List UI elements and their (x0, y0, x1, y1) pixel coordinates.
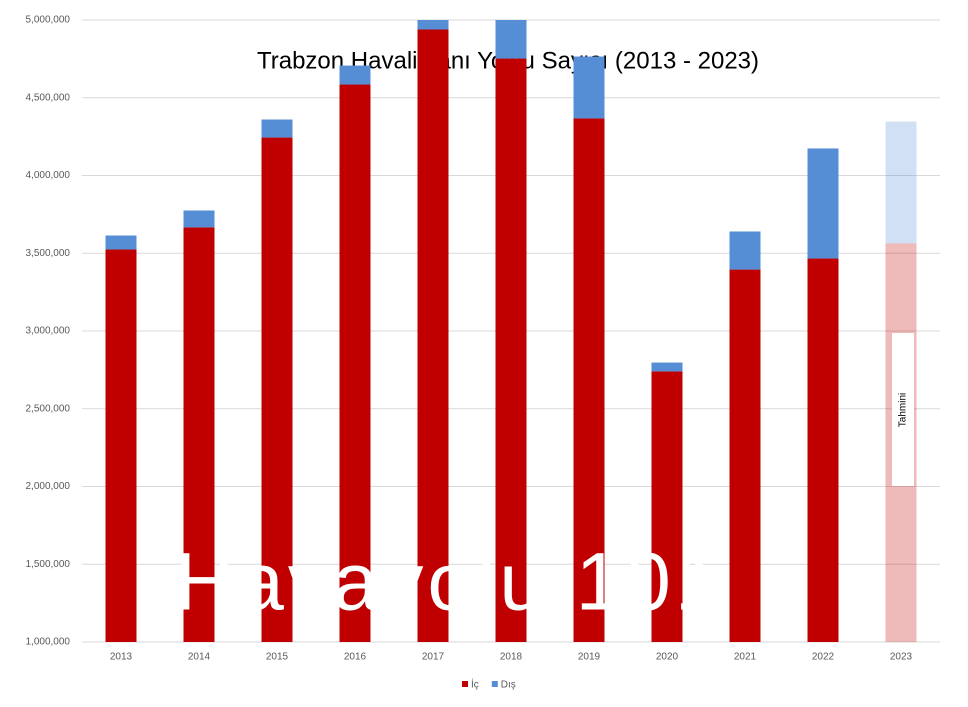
y-tick-label: 1,500,000 (26, 559, 71, 570)
x-tick-label: 2020 (656, 652, 679, 663)
x-tick-label: 2023 (890, 652, 913, 663)
bar-segment (261, 137, 293, 643)
bar-segment (105, 249, 137, 642)
bar-segment (807, 148, 839, 259)
y-tick-label: 5,000,000 (26, 15, 71, 26)
bar-segment (417, 20, 449, 30)
bar-segment (729, 269, 761, 642)
bar-segment (183, 227, 215, 642)
bar-segment (261, 119, 293, 138)
bar-segment (573, 118, 605, 642)
x-tick-label: 2018 (500, 652, 523, 663)
y-tick-label: 4,000,000 (26, 170, 71, 181)
x-tick-label: 2013 (110, 652, 133, 663)
y-tick-label: 2,500,000 (26, 403, 71, 414)
bar-segment (651, 371, 683, 642)
bar-segment (495, 20, 527, 59)
x-tick-label: 2016 (344, 652, 367, 663)
bar-segment (807, 258, 839, 642)
bar-segment (339, 65, 371, 85)
bar-segment (495, 58, 527, 642)
watermark: Havayolu 101 (175, 537, 724, 628)
y-tick-label: 2,000,000 (26, 481, 71, 492)
bar-segment (417, 29, 449, 643)
x-tick-label: 2017 (422, 652, 445, 663)
legend-swatch (491, 681, 498, 687)
annotation: Tahmini (898, 393, 909, 427)
bar-segment (651, 362, 683, 372)
bar-segment (339, 84, 371, 643)
y-tick-label: 3,000,000 (26, 326, 71, 337)
bar-segment (729, 231, 761, 270)
bar-segment (885, 121, 917, 244)
legend-label: İç (471, 678, 479, 691)
legend-label: Dış (501, 680, 516, 691)
y-tick-label: 4,500,000 (26, 92, 71, 103)
x-tick-label: 2014 (188, 652, 211, 663)
x-tick-label: 2015 (266, 652, 289, 663)
x-tick-label: 2021 (734, 652, 757, 663)
x-tick-label: 2022 (812, 652, 835, 663)
y-tick-label: 1,000,000 (26, 637, 71, 648)
bar-segment (573, 56, 605, 119)
legend-swatch (462, 681, 468, 687)
annotation-box (892, 333, 914, 486)
y-tick-label: 3,500,000 (26, 248, 71, 259)
bar-segment (105, 235, 137, 250)
x-tick-label: 2019 (578, 652, 601, 663)
bar-segment (183, 210, 215, 228)
